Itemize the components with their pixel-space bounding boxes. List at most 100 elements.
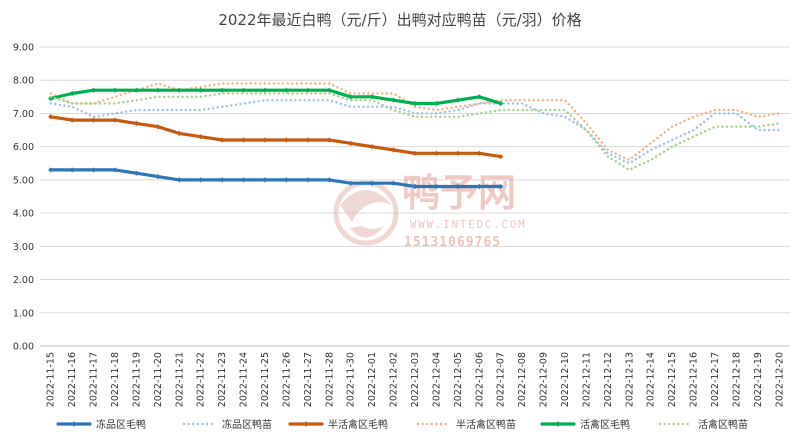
series-line xyxy=(49,168,503,189)
x-tick-label: 2022-11-18 xyxy=(110,352,121,407)
x-tick-label: 2022-12-05 xyxy=(453,352,464,407)
data-point-marker xyxy=(412,100,418,107)
data-point-marker xyxy=(198,134,204,140)
data-point-marker xyxy=(176,130,182,136)
data-point-marker xyxy=(133,120,140,127)
data-point-marker xyxy=(433,100,440,107)
data-point-marker xyxy=(433,150,440,156)
y-tick-label: 2.00 xyxy=(13,275,34,286)
x-tick-label: 2022-12-17 xyxy=(710,352,721,407)
x-tick-label: 2022-12-07 xyxy=(496,352,507,407)
chart-title: 2022年最近白鸭（元/斤）出鸭对应鸭苗（元/羽）价格 xyxy=(218,11,581,29)
x-tick-label: 2022-12-08 xyxy=(517,352,528,407)
x-tick-label: 2022-12-20 xyxy=(774,352,785,407)
data-point-marker xyxy=(112,117,118,123)
data-point-marker xyxy=(198,177,204,183)
gridlines xyxy=(40,46,790,347)
data-point-marker xyxy=(133,87,140,93)
data-point-marker xyxy=(305,177,311,183)
data-point-marker xyxy=(348,94,354,100)
data-point-marker xyxy=(348,140,354,146)
data-point-marker xyxy=(48,114,54,120)
watermark-brand: 鸭予网 xyxy=(402,171,516,215)
data-point-marker xyxy=(176,177,182,183)
series-line xyxy=(49,115,503,159)
x-tick-label: 2022-11-27 xyxy=(303,352,314,407)
legend-label: 冻品区鸭苗 xyxy=(222,418,272,431)
x-tick-label: 2022-11-20 xyxy=(153,352,164,407)
data-point-marker xyxy=(69,90,75,97)
x-axis: 2022-11-15 2022-11-16 2022-11-17 2022-11-18… xyxy=(40,345,790,407)
y-tick-label: 3.00 xyxy=(13,242,34,253)
x-tick-label: 2022-11-28 xyxy=(324,352,335,407)
data-point-marker xyxy=(240,87,247,93)
x-tick-label: 2022-11-26 xyxy=(281,352,292,407)
y-tick-label: 9.00 xyxy=(13,43,34,54)
x-tick-label: 2022-12-03 xyxy=(410,352,421,407)
data-point-marker xyxy=(369,94,375,100)
x-tick-label: 2022-12-19 xyxy=(753,352,764,407)
legend-label: 活禽区鸭苗 xyxy=(698,418,748,431)
data-point-marker xyxy=(326,137,332,143)
data-point-marker xyxy=(283,177,290,183)
data-point-marker xyxy=(476,94,482,100)
data-point-marker xyxy=(155,124,161,130)
legend-label: 半活禽区鸭苗 xyxy=(456,418,516,431)
x-tick-label: 2022-12-02 xyxy=(389,352,400,407)
data-point-marker xyxy=(390,180,397,186)
data-point-marker xyxy=(176,87,182,93)
data-point-marker xyxy=(412,183,418,190)
y-tick-label: 8.00 xyxy=(13,76,34,87)
data-point-marker xyxy=(412,150,418,156)
data-point-marker xyxy=(48,95,54,102)
x-tick-label: 2022-11-25 xyxy=(260,352,271,407)
watermark-url: WWW.INTEDC.COM xyxy=(410,219,527,231)
y-tick-label: 4.00 xyxy=(13,209,34,220)
x-tick-label: 2022-11-16 xyxy=(67,352,78,407)
data-point-marker xyxy=(326,87,332,93)
x-tick-label: 2022-11-21 xyxy=(174,352,185,407)
data-point-marker xyxy=(219,137,225,143)
data-point-marker xyxy=(283,87,290,93)
series-line xyxy=(49,98,781,165)
x-tick-label: 2022-11-22 xyxy=(196,352,207,407)
watermark-phone: 15131069765 xyxy=(404,235,501,250)
data-point-marker xyxy=(305,87,311,93)
data-point-marker xyxy=(348,180,354,186)
series-line xyxy=(49,92,781,172)
x-tick-label: 2022-11-30 xyxy=(346,352,357,407)
data-point-marker xyxy=(90,87,97,93)
data-point-marker xyxy=(69,167,75,173)
data-point-marker xyxy=(455,183,461,190)
legend-marker xyxy=(555,421,561,427)
x-tick-label: 2022-12-14 xyxy=(646,352,657,407)
x-tick-label: 2022-11-15 xyxy=(46,352,57,407)
x-tick-label: 2022-12-16 xyxy=(689,352,700,407)
legend-label: 冻品区毛鸭 xyxy=(96,418,146,431)
data-point-marker xyxy=(155,87,161,93)
data-point-marker xyxy=(455,150,461,156)
data-point-marker xyxy=(240,137,247,143)
watermark: 鸭予网 WWW.INTEDC.COM 15131069765 xyxy=(333,171,527,250)
x-tick-label: 2022-12-01 xyxy=(367,352,378,407)
y-tick-label: 0.00 xyxy=(13,342,34,353)
y-tick-label: 5.00 xyxy=(13,175,34,186)
data-point-marker xyxy=(476,150,482,156)
series-line xyxy=(49,82,781,162)
data-point-marker xyxy=(498,100,504,107)
data-point-marker xyxy=(498,183,504,190)
y-axis: 0.00 1.00 2.00 3.00 4.00 5.00 6.00 7.00 8.00 9.00 xyxy=(13,43,34,353)
data-point-marker xyxy=(112,167,118,173)
legend-marker xyxy=(303,421,309,427)
legend: 冻品区毛鸭 冻品区鸭苗 半活禽区毛鸭 半活禽区鸭苗 活禽区毛鸭 活禽区鸭苗 xyxy=(56,418,748,431)
data-point-marker xyxy=(305,137,311,143)
data-point-marker xyxy=(498,154,504,160)
series-lines xyxy=(48,82,781,190)
x-tick-label: 2022-12-15 xyxy=(667,352,678,407)
data-point-marker xyxy=(48,167,54,173)
x-tick-label: 2022-12-18 xyxy=(731,352,742,407)
data-point-marker xyxy=(262,137,268,143)
data-point-marker xyxy=(69,117,75,123)
